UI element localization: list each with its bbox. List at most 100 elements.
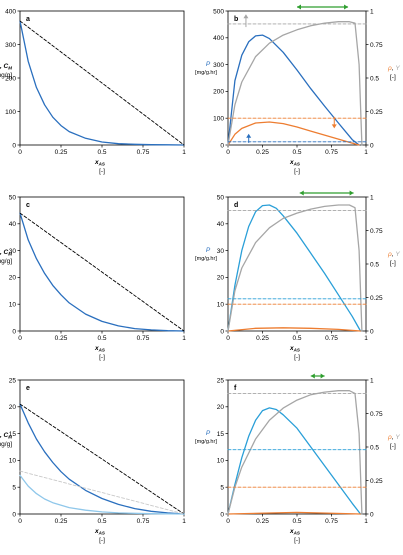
x-tick-label: 0.5 <box>292 149 301 156</box>
y-tick-label: 20 <box>217 275 225 282</box>
x-tick-label: 0.5 <box>292 335 301 342</box>
dashed-series-line-1 <box>20 21 184 145</box>
y-tick-label: 0 <box>12 142 16 149</box>
series-line-1 <box>228 328 361 331</box>
range-arrow-head-left <box>297 5 301 10</box>
range-arrow-head-right <box>344 5 348 10</box>
y-tick-label: 10 <box>9 302 17 309</box>
y-tick-label: 20 <box>9 404 17 411</box>
y-tick-label: 10 <box>217 302 225 309</box>
x-axis-unit: [-] <box>99 537 105 544</box>
x-tick-label: 0 <box>18 149 22 156</box>
x-tick-label: 1 <box>364 518 368 525</box>
x-tick-label: 0.75 <box>137 518 150 525</box>
y2-tick-label: 0.25 <box>370 109 383 116</box>
y2-tick-label: 0.75 <box>370 411 383 418</box>
y-axis-label: P <box>206 61 211 68</box>
y-tick-label: 10 <box>217 458 225 465</box>
x-axis-label: xAS <box>94 345 105 353</box>
y-axis-unit: [mg/g] <box>0 258 12 265</box>
y2-axis-unit: [-] <box>390 74 396 81</box>
x-tick-label: 0.25 <box>55 518 68 525</box>
x-axis-label-subscript: AS <box>293 531 300 536</box>
x-tick-label: 0.25 <box>55 335 68 342</box>
y2-tick-label: 1 <box>370 377 374 384</box>
y-axis-unit: [mg/g.hr] <box>195 256 217 262</box>
dashed-series-line-1 <box>20 404 184 514</box>
y2-tick-label: 0 <box>370 511 374 518</box>
y2-axis-label: ρ, Y <box>387 434 400 441</box>
y2-label-y: Y <box>395 434 400 441</box>
gray-up-arrow-head <box>243 14 248 18</box>
panel-letter: c <box>26 202 30 209</box>
x-tick-label: 1 <box>182 518 186 525</box>
panel-letter: b <box>234 16 238 23</box>
range-arrow-head-right <box>321 374 325 379</box>
y-axis-unit: [mg/g] <box>0 441 12 448</box>
y2-tick-label: 0 <box>370 142 374 149</box>
y-tick-label: 50 <box>217 194 225 201</box>
series-line-2 <box>228 391 362 514</box>
y-axis-unit: [mg/g.hr] <box>195 439 217 445</box>
x-tick-label: 0 <box>226 149 230 156</box>
x-axis-label: xAS <box>94 159 105 167</box>
x-tick-label: 0.25 <box>256 518 269 525</box>
y-tick-label: 10 <box>9 458 17 465</box>
y-axis-unit: [mg/g] <box>0 72 12 79</box>
y-label-subscript: M <box>8 435 12 440</box>
series-line-2 <box>228 205 362 331</box>
x-axis-label: xAS <box>289 345 300 353</box>
y-tick-label: 50 <box>9 194 17 201</box>
y2-axis-label: ρ, Y <box>387 65 400 72</box>
y2-tick-label: 0.5 <box>370 75 379 82</box>
dashed-series-line-1 <box>20 213 184 331</box>
panel-letter: d <box>234 202 238 209</box>
y2-tick-label: 0.25 <box>370 478 383 485</box>
plot-frame <box>20 380 184 514</box>
y-tick-label: 5 <box>220 485 224 492</box>
y-label-subscript: M <box>8 66 12 71</box>
series-line-0 <box>228 205 361 331</box>
x-axis-label-subscript: AS <box>98 162 105 167</box>
x-tick-label: 0 <box>226 335 230 342</box>
y-tick-label: 400 <box>213 35 224 42</box>
y2-tick-label: 0.5 <box>370 261 379 268</box>
y2-tick-label: 0.5 <box>370 444 379 451</box>
y-tick-label: 20 <box>217 404 225 411</box>
plot-frame <box>228 197 366 331</box>
y-tick-label: 0 <box>220 142 224 149</box>
y-tick-label: 300 <box>5 42 16 49</box>
y-tick-label: 200 <box>213 89 224 96</box>
y2-label-y: Y <box>395 65 400 72</box>
y2-axis-unit: [-] <box>390 443 396 450</box>
range-arrow-head-left <box>311 374 315 379</box>
x-tick-label: 0 <box>18 335 22 342</box>
y-tick-label: 5 <box>12 485 16 492</box>
y-tick-label: 0 <box>220 328 224 335</box>
y2-tick-label: 0.75 <box>370 42 383 49</box>
panel-b-indicators <box>243 14 336 143</box>
plot-frame <box>20 11 184 145</box>
orange-down-arrow-head <box>332 124 337 128</box>
x-tick-label: 0.75 <box>325 518 338 525</box>
series-line-0 <box>228 408 361 514</box>
x-axis-label-subscript: AS <box>293 348 300 353</box>
panel-letter: a <box>26 16 30 23</box>
y2-axis-unit: [-] <box>390 260 396 267</box>
y-tick-label: 100 <box>213 116 224 123</box>
y-tick-label: 40 <box>217 221 225 228</box>
y-axis-label: P <box>206 247 211 254</box>
x-tick-label: 0 <box>226 518 230 525</box>
x-axis-label-subscript: AS <box>98 531 105 536</box>
y-tick-label: 0 <box>12 511 16 518</box>
series-line-0 <box>228 35 359 145</box>
x-axis-label-subscript: AS <box>98 348 105 353</box>
range-arrow-head-right <box>350 191 354 196</box>
x-axis-unit: [-] <box>294 168 300 175</box>
x-tick-label: 0.5 <box>292 518 301 525</box>
